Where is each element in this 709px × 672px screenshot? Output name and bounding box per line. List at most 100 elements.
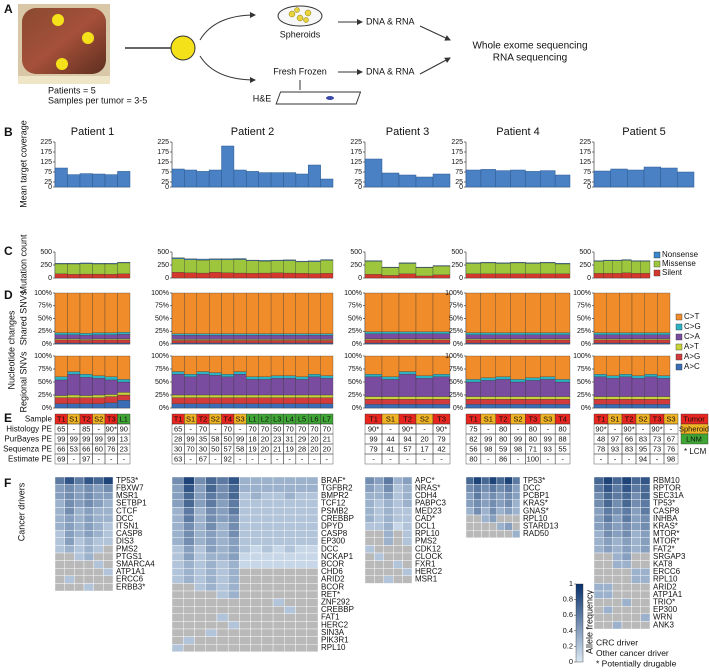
heatmap-cell [83,552,94,561]
stack-segment [381,376,400,380]
heatmap-cell [171,560,184,569]
coverage-bar [643,166,661,188]
coverage-bar [79,173,93,188]
stack-segment [184,259,197,273]
stack-segment [54,376,68,381]
table-value: 20 [261,444,269,453]
stack-segment [184,403,197,409]
stack-segment [540,404,556,409]
drugable-note: * Potentially drugable [596,658,677,668]
stack-segment [92,292,106,333]
stack-segment [554,355,571,380]
sample-label: S2 [94,414,103,423]
legend-label: Tumor [683,414,705,423]
stack-segment [364,261,383,275]
stack-segment [510,273,526,279]
coverage-bar [480,169,496,188]
heatmap-cell [621,484,632,493]
heatmap-cell [261,514,274,523]
stack-segment [606,355,620,376]
heatmap-cell [473,499,482,508]
heatmap-cell [465,530,474,539]
heatmap-cell [374,552,384,561]
stack-segment [270,335,284,340]
fresh-frozen-label: Fresh Frozen [273,66,327,76]
gene-label: KRAS* [653,522,678,531]
stack-segment [104,334,118,340]
y-tick-label: 75% [38,366,52,373]
heatmap-cell [640,492,651,501]
heatmap-cell [488,476,498,485]
stack-segment [270,339,284,341]
stack-segment [209,394,222,398]
stack-segment [593,332,607,335]
heatmap-cell [194,644,206,653]
gene-label: TCF12 [321,499,346,508]
stack-segment [525,339,541,344]
heatmap-cell [640,606,651,615]
heatmap-cell [103,545,114,554]
heatmap-cell [640,522,651,531]
gene-label: BCOR [321,582,344,591]
table-value: 21 [273,444,281,453]
stack-segment [79,374,93,378]
heatmap-cell [612,545,623,554]
heatmap-cell [593,492,604,501]
table-value: 42 [437,444,445,453]
heatmap-cell [83,499,94,508]
heatmap-cell [261,476,274,485]
coverage-bar [246,171,259,188]
heatmap-cell [194,636,206,645]
stack-segment [233,272,247,279]
table-value: 80 [499,424,507,433]
stack-segment [554,342,571,345]
heatmap-cell [640,530,651,539]
heatmap-cell [393,522,403,531]
table-value: 44 [386,434,394,443]
table-value: - [670,424,673,433]
stack-segment [619,332,633,335]
stack-segment [246,333,259,336]
stack-segment [415,331,434,334]
y-tick-label: 225 [451,139,463,146]
stack-segment [246,340,259,344]
table-value: 50 [273,424,281,433]
stack-segment [432,292,451,332]
heatmap-cell [612,476,623,485]
heatmap-cell [374,499,384,508]
y-tick-label: 175 [157,149,169,156]
y-tick-label: 225 [579,139,591,146]
y-tick-label: 175 [579,149,591,156]
heatmap-cell [239,537,251,546]
heatmap-cell [465,514,474,523]
sample-label: T4 [558,414,567,423]
stack-segment [270,394,284,398]
stack-segment [270,272,284,279]
heatmap-cell [295,628,307,637]
stack-segment [233,339,247,341]
heatmap-cell [295,583,307,592]
stack-segment [606,375,620,379]
y-tick-label: 25% [577,392,591,399]
stack-segment [283,355,296,376]
gene-label: RAD50 [523,529,549,538]
stack-segment [308,339,321,341]
heatmap-cell [250,644,263,653]
heatmap-cell [103,514,114,523]
stack-segment [233,333,247,336]
y-tick-label: 75% [449,366,463,373]
y-tick-label: 0 [165,184,169,191]
table-value: 99 [57,434,65,443]
heatmap-cell [272,598,285,607]
y-tick-label: 100% [34,290,52,297]
heatmap-cell [603,613,613,622]
heatmap-cell [374,537,384,546]
heatmap-cell [239,522,251,531]
heatmap-cell [306,530,319,539]
coverage-bar [495,170,511,188]
stack-segment [209,272,222,279]
heatmap-cell [103,476,114,485]
stack-segment [619,396,633,400]
stack-segment [495,399,511,405]
heatmap-cell [261,621,274,630]
